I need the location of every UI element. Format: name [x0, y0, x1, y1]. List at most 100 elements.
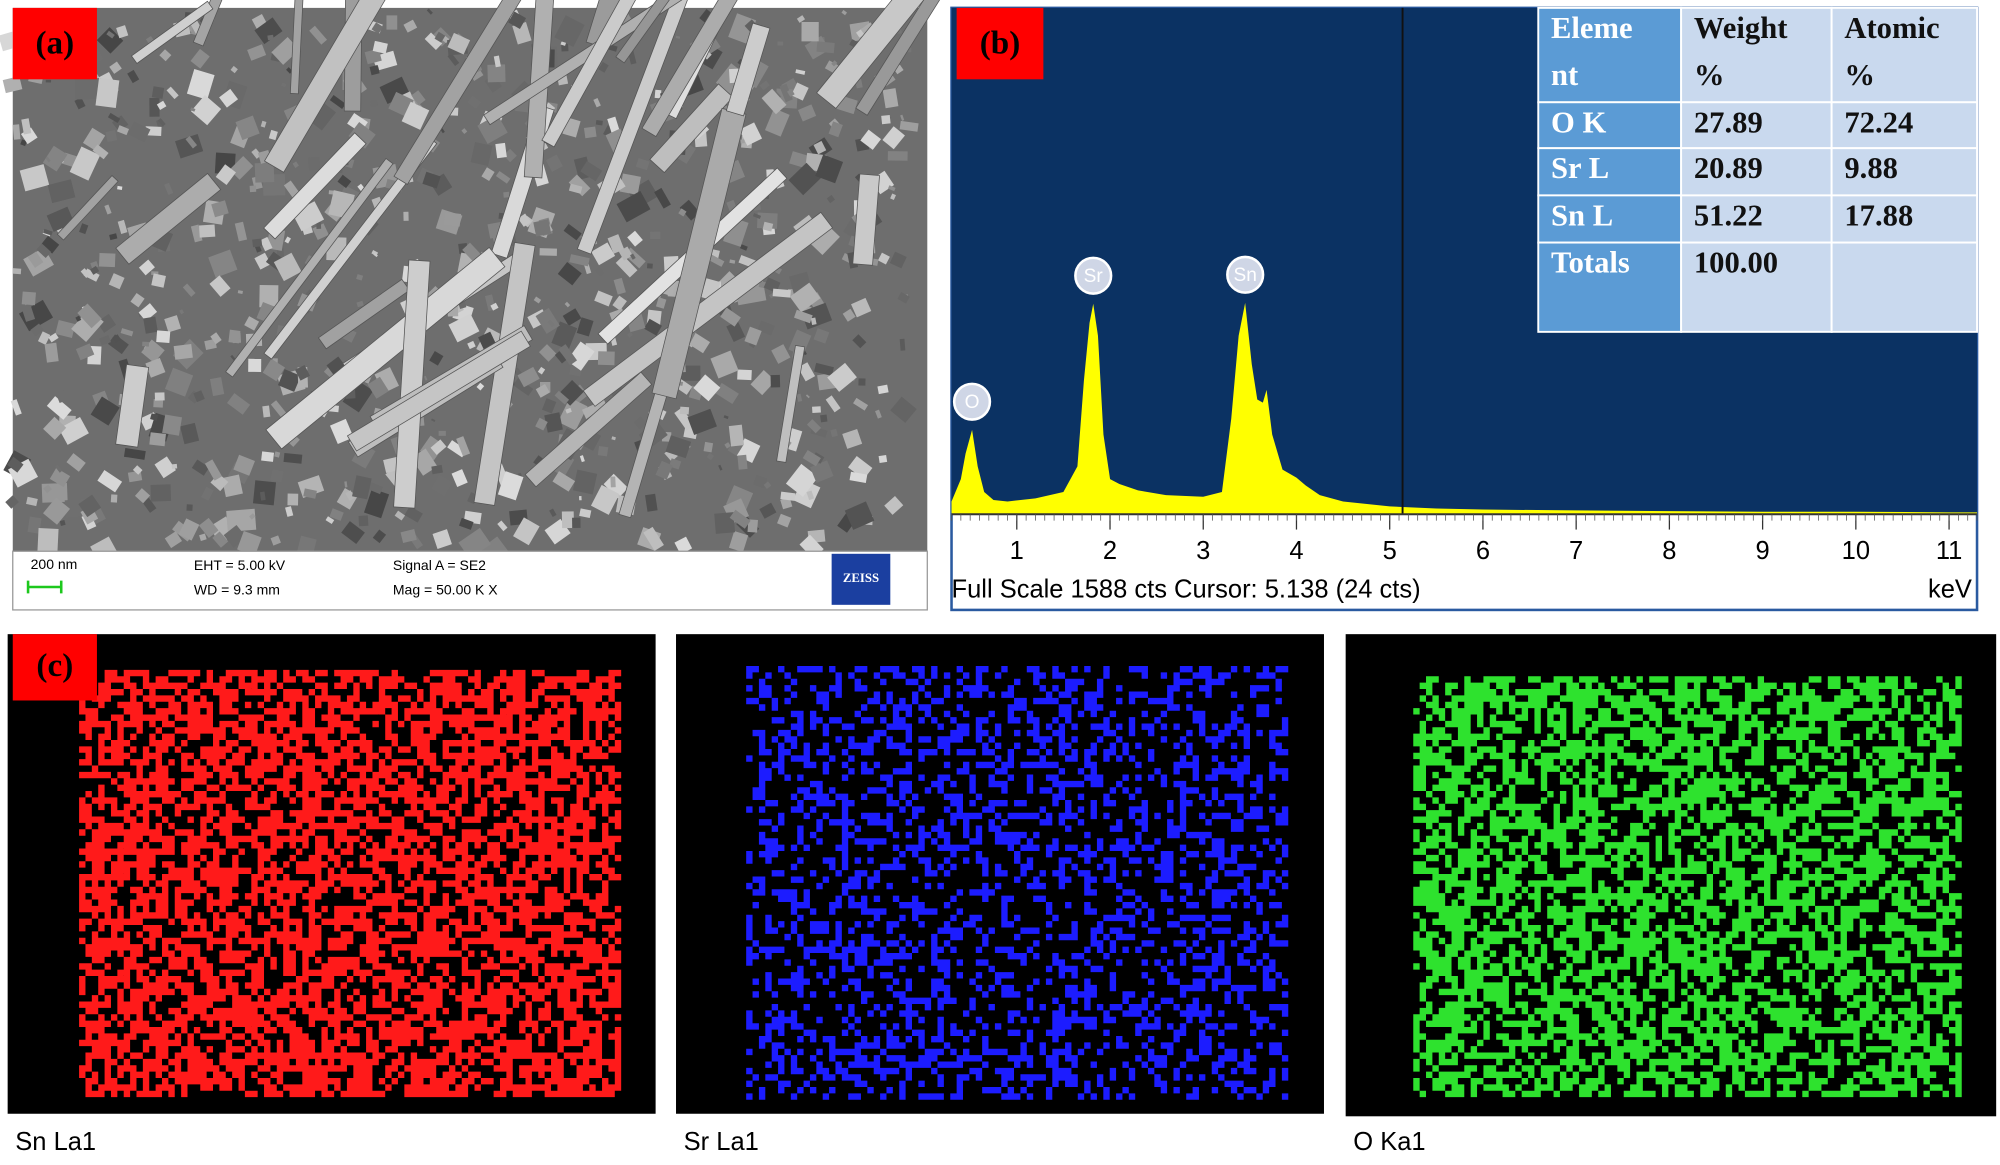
peak-marker — [952, 382, 992, 421]
grain — [430, 439, 447, 455]
grain — [557, 397, 588, 431]
panel-label: (a) — [36, 25, 75, 62]
map-label: Sr La1 — [684, 1128, 759, 1156]
grain — [633, 416, 647, 430]
grain — [162, 414, 183, 436]
grain — [107, 334, 129, 355]
grain — [69, 146, 101, 181]
grain — [859, 529, 887, 556]
grain — [728, 424, 745, 447]
grain — [151, 86, 165, 99]
table-header: Atomic — [1844, 11, 1939, 45]
grain — [616, 190, 651, 223]
grain — [171, 463, 178, 469]
crystal — [852, 173, 880, 266]
grain — [487, 64, 506, 83]
grain — [744, 326, 762, 346]
grain — [467, 95, 482, 110]
grain — [612, 295, 627, 311]
grain — [254, 252, 271, 270]
grain — [150, 484, 172, 502]
grain — [379, 76, 410, 105]
grain — [49, 467, 71, 488]
grain — [884, 496, 904, 515]
grain — [467, 340, 476, 350]
grain — [309, 25, 328, 45]
grain — [597, 445, 609, 457]
grain — [655, 297, 667, 309]
x-tick-label: 10 — [1842, 537, 1870, 565]
grain — [356, 300, 364, 308]
grain — [737, 454, 748, 470]
grain — [572, 517, 581, 528]
grain — [739, 244, 748, 251]
grain — [611, 436, 616, 441]
grain — [211, 200, 229, 218]
grain — [795, 69, 806, 75]
grain — [787, 88, 795, 97]
grain — [151, 273, 166, 288]
grain — [706, 452, 715, 461]
footer: Full Scale 1588 cts Cursor: 5.138 (24 ct… — [952, 576, 1421, 604]
logo — [831, 553, 891, 605]
grain — [723, 415, 729, 420]
grain — [45, 156, 51, 163]
grain — [403, 19, 418, 33]
grain — [18, 299, 54, 332]
grain — [762, 221, 774, 232]
grain — [149, 432, 166, 447]
grain — [48, 332, 59, 343]
grain — [210, 332, 222, 345]
grain — [552, 471, 576, 492]
grain — [80, 268, 91, 278]
grain — [164, 531, 183, 549]
crystal — [541, 0, 670, 148]
grain — [96, 27, 124, 54]
grain — [887, 151, 908, 161]
grain — [90, 265, 100, 275]
grain — [841, 9, 848, 16]
grain — [12, 124, 21, 140]
grain — [535, 417, 548, 431]
grain — [116, 25, 129, 39]
grain — [796, 393, 803, 402]
grain — [55, 319, 76, 339]
grain — [47, 179, 76, 204]
grain — [358, 515, 369, 527]
map-label: Sn La1 — [15, 1128, 96, 1156]
grain — [274, 451, 281, 458]
grain — [292, 201, 325, 232]
grain — [303, 488, 317, 499]
grain — [237, 530, 262, 556]
grain — [424, 32, 443, 50]
grain — [329, 95, 346, 110]
grain — [219, 88, 239, 108]
grain — [261, 451, 275, 462]
grain — [882, 88, 899, 109]
grain — [75, 343, 95, 361]
grain — [254, 17, 283, 45]
grain — [443, 212, 462, 227]
grain — [772, 288, 791, 298]
grain — [481, 167, 495, 182]
grain — [120, 328, 134, 337]
grain — [204, 459, 223, 481]
grain — [566, 341, 595, 371]
grain — [368, 482, 383, 495]
grain — [281, 82, 287, 88]
grain — [186, 68, 215, 100]
grain — [295, 365, 310, 381]
maps: Sn La1 Sr La1 O Ka1 — [7, 634, 1997, 1156]
grain — [899, 120, 919, 132]
grain — [554, 351, 567, 364]
grain — [182, 283, 196, 297]
grain — [371, 22, 384, 34]
grain — [318, 437, 338, 456]
crystal — [816, 0, 993, 109]
grain — [513, 378, 534, 396]
grain — [178, 518, 200, 541]
grain — [797, 362, 816, 382]
grain — [344, 481, 348, 488]
grain — [252, 238, 263, 248]
grain — [554, 390, 570, 405]
